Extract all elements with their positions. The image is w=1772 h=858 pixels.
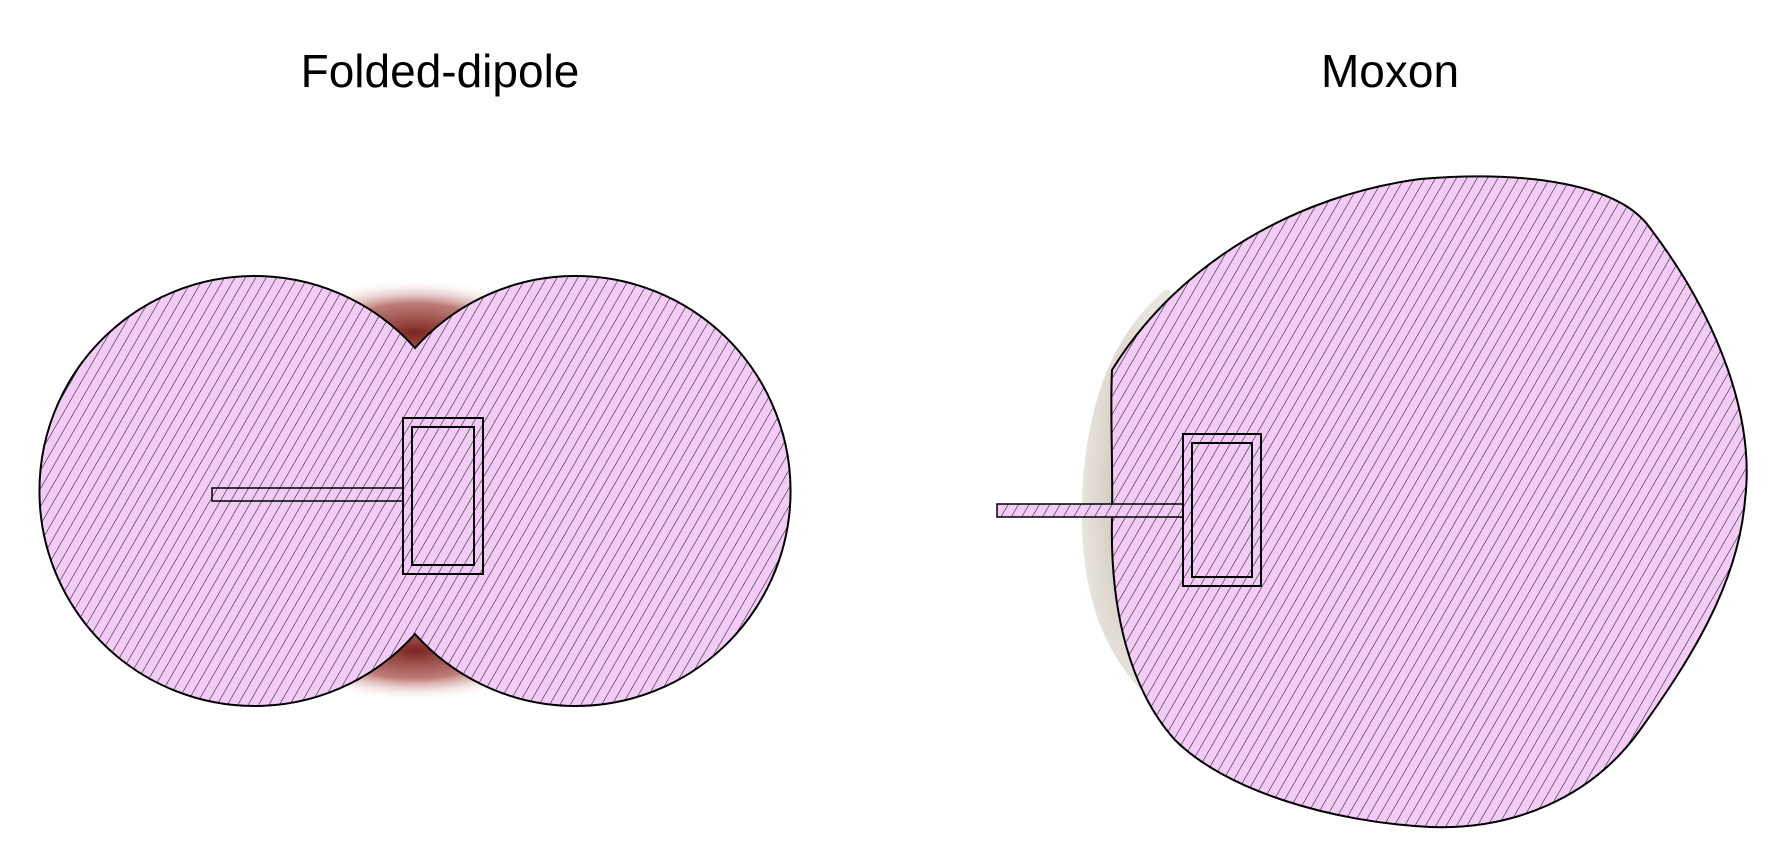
folded-dipole-title: Folded-dipole <box>300 45 580 97</box>
moxon-element-inner <box>1191 442 1253 578</box>
folded-dipole-outer <box>402 417 484 575</box>
folded-dipole-panel <box>38 270 792 710</box>
folded-dipole-inner <box>411 426 475 566</box>
moxon-panel <box>996 175 1748 829</box>
moxon-pattern <box>1110 175 1748 829</box>
moxon-feed-line <box>996 503 1185 518</box>
feed-line <box>211 487 405 502</box>
moxon-title: Moxon <box>1320 45 1460 97</box>
moxon-element-outer <box>1182 433 1262 587</box>
